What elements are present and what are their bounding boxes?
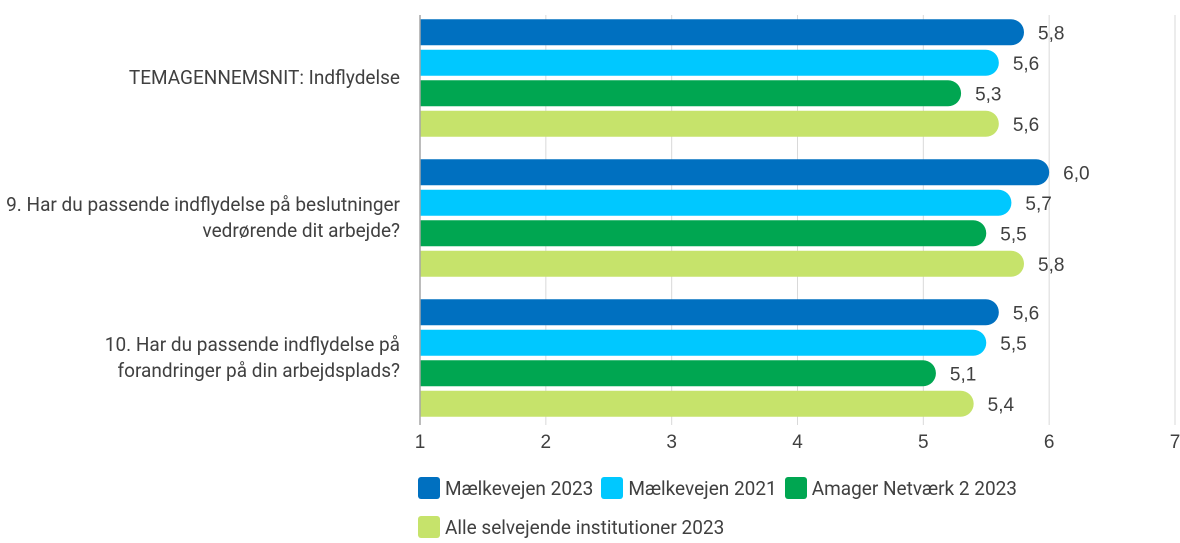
category-label: 10. Har du passende indflydelse på foran…: [104, 333, 400, 382]
value-label: 5,8: [1038, 23, 1064, 44]
value-label: 5,1: [950, 364, 976, 385]
legend-label: Amager Netværk 2 2023: [811, 476, 1017, 500]
legend-label: Mælkevejen 2021: [628, 476, 777, 500]
legend-swatch: [418, 516, 440, 538]
legend: Mælkevejen 2023 Mælkevejen 2021 Amager Net…: [418, 474, 1178, 541]
bar: [420, 299, 999, 326]
bar: [420, 250, 1024, 277]
bar: [420, 110, 999, 137]
value-label: 5,6: [1013, 115, 1039, 136]
legend-swatch: [784, 477, 807, 499]
value-label: 5,3: [975, 84, 1001, 105]
value-label: 5,4: [988, 395, 1015, 416]
value-label: 6,0: [1063, 163, 1089, 184]
legend-label: Alle selvejende institutioner 2023: [445, 515, 725, 539]
bar: [420, 19, 1024, 46]
x-tick-label: 2: [541, 432, 552, 453]
category-label: 9. Har du passende indflydelse på beslut…: [6, 193, 400, 242]
bar: [420, 220, 987, 247]
value-label: 5,6: [1013, 54, 1039, 75]
legend-item: Alle selvejende institutioner 2023: [418, 513, 724, 541]
bar: [420, 159, 1050, 186]
value-label: 5,5: [1000, 224, 1026, 245]
legend-swatch: [601, 477, 624, 499]
bar: [420, 329, 987, 356]
x-tick-label: 5: [918, 432, 929, 453]
legend-item: Mælkevejen 2023: [418, 474, 593, 502]
bar: [420, 360, 936, 387]
bar: [420, 80, 962, 107]
category-label: TEMAGENNEMSNIT: Indflydelse: [128, 66, 400, 89]
x-tick-label: 1: [415, 432, 426, 453]
legend-item: Amager Netværk 2 2023: [784, 474, 1017, 502]
bar: [420, 49, 999, 76]
x-tick-label: 4: [792, 432, 803, 453]
bar: [420, 189, 1012, 216]
value-label: 5,8: [1038, 255, 1064, 276]
value-label: 5,5: [1000, 334, 1026, 355]
bar: [420, 390, 974, 417]
x-tick-label: 3: [666, 432, 677, 453]
value-label: 5,6: [1013, 303, 1039, 324]
legend-swatch: [418, 477, 440, 499]
x-tick-label: 7: [1170, 432, 1180, 453]
value-label: 5,7: [1025, 194, 1051, 215]
legend-item: Mælkevejen 2021: [601, 474, 777, 502]
legend-label: Mælkevejen 2023: [445, 476, 594, 500]
x-tick-label: 6: [1044, 432, 1055, 453]
